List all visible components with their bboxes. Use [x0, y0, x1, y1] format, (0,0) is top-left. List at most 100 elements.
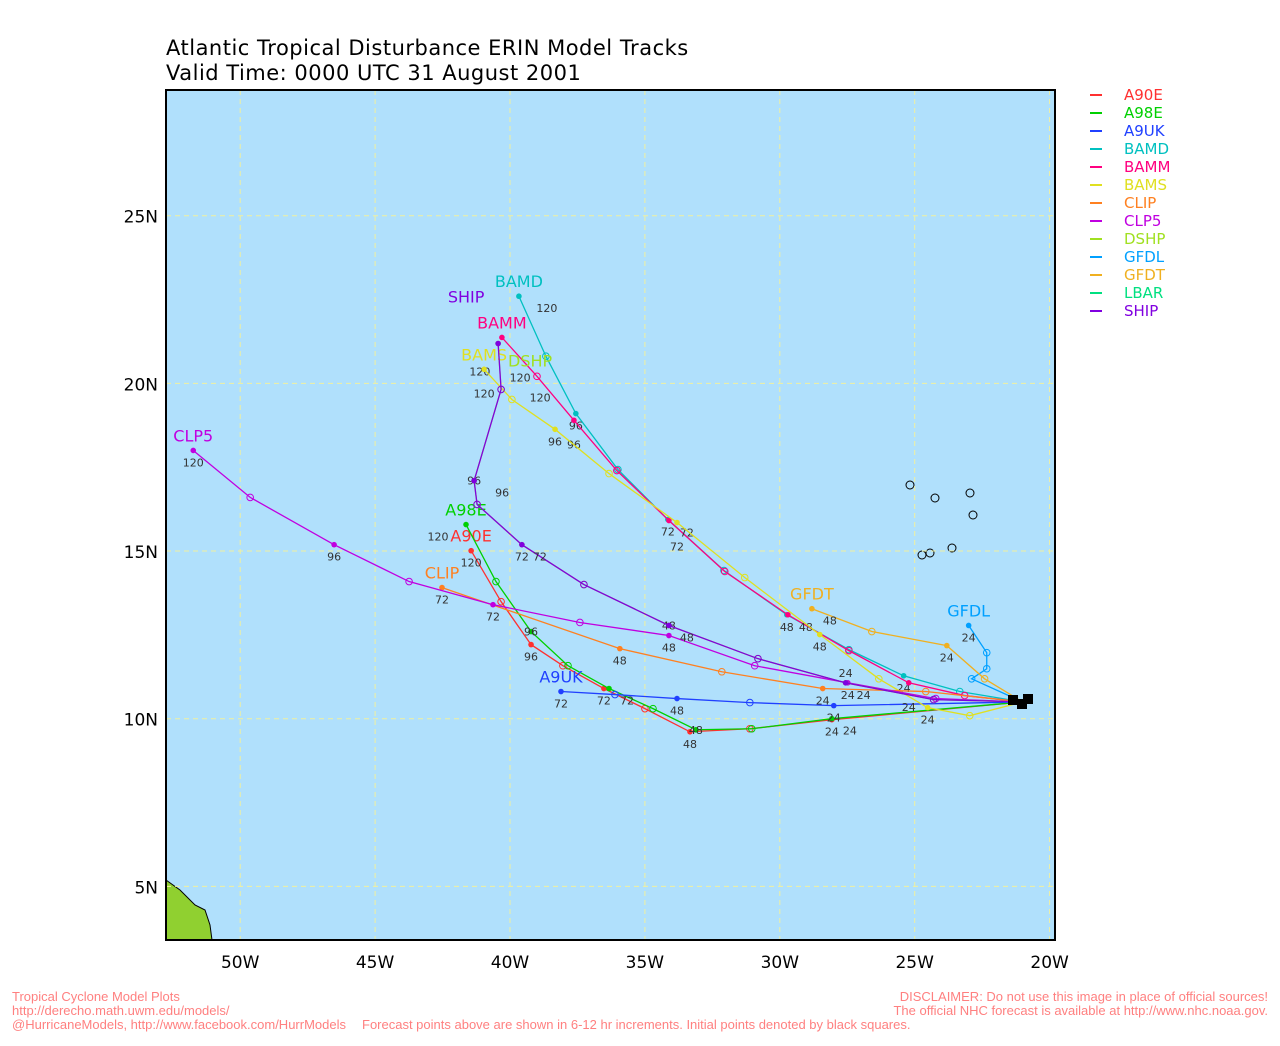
intermediate-point — [611, 690, 619, 699]
forecast-hour-label: 24 — [839, 667, 853, 680]
model-label: GFDT — [790, 585, 834, 604]
forecast-hour-label: 120 — [474, 387, 495, 400]
intermediate-point — [740, 573, 749, 582]
legend-swatch — [1090, 202, 1102, 204]
intermediate-point — [649, 704, 657, 713]
forecast-point — [900, 672, 907, 679]
disclaimer: DISCLAIMER: Do not use this image in pla… — [899, 989, 1268, 1004]
intermediate-point — [967, 674, 976, 683]
forecast-point — [674, 519, 680, 526]
legend-swatch — [1090, 238, 1102, 240]
forecast-point — [463, 521, 469, 528]
lon-tick-label: 45W — [356, 953, 395, 973]
model-label: SHIP — [448, 287, 485, 306]
intermediate-point — [614, 465, 622, 474]
island-cape-verde — [968, 510, 978, 520]
intermediate-point — [405, 577, 413, 586]
forecast-hour-label: 120 — [461, 557, 482, 570]
forecast-point — [965, 622, 972, 629]
map-frame — [165, 89, 1056, 941]
intermediate-point — [508, 395, 516, 404]
track-ship: SHIP 24 48 72 96 120 — [448, 287, 1023, 704]
forecast-point — [666, 632, 672, 639]
legend-swatch — [1090, 166, 1102, 168]
legend-item: A9UK — [1090, 122, 1170, 140]
intermediate-point — [717, 667, 726, 676]
legend-swatch — [1090, 274, 1102, 276]
legend-label: BAMS — [1124, 176, 1168, 194]
intermediate-point — [542, 352, 550, 361]
legend-item: BAMD — [1090, 140, 1170, 158]
footer-line: Tropical Cyclone Model Plots — [12, 989, 180, 1004]
forecast-hour-label: 48 — [683, 738, 697, 751]
forecast-hour-label: 24 — [940, 652, 954, 665]
track-gfdt: GFDT 24 48 — [790, 585, 1023, 703]
forecast-hour-label: 24 — [843, 725, 857, 738]
forecast-point — [471, 477, 477, 484]
forecast-point — [516, 293, 522, 300]
legend-swatch — [1090, 184, 1102, 186]
lat-tick-label: 5N — [134, 878, 158, 898]
track-a98e: A98E 24 48 72 96 120 — [428, 501, 1023, 738]
forecast-hour-label: 96 — [548, 435, 562, 448]
forecast-point — [693, 726, 699, 733]
forecast-point — [439, 584, 445, 591]
forecast-point — [495, 340, 501, 347]
legend-label: DSHP — [1124, 230, 1166, 248]
forecast-hour-label: 120 — [183, 456, 204, 469]
footer-link[interactable]: http://derecho.math.uwm.edu/models/ — [12, 1003, 230, 1018]
footer-left: Tropical Cyclone Model Plots http://derec… — [12, 976, 910, 1046]
legend-swatch — [1090, 148, 1102, 150]
forecast-point — [552, 426, 558, 433]
legend-label: CLIP — [1124, 194, 1157, 212]
intermediate-point — [497, 597, 505, 606]
legend-label: A98E — [1124, 104, 1163, 122]
forecast-hour-label: 24 — [962, 631, 976, 644]
legend-item: A98E — [1090, 104, 1170, 122]
intermediate-point — [980, 674, 989, 683]
forecast-hour-label: 72 — [661, 526, 675, 539]
legend-swatch — [1090, 292, 1102, 294]
forecast-point — [666, 517, 672, 524]
forecast-hour-label: 96 — [569, 420, 583, 433]
forecast-point — [944, 642, 950, 649]
forecast-hour-label: 48 — [813, 641, 827, 654]
footer-right: DISCLAIMER: Do not use this image in pla… — [893, 976, 1268, 1032]
model-label: BAMS — [461, 345, 507, 364]
track-line — [968, 625, 1023, 703]
legend-swatch — [1090, 256, 1102, 258]
forecast-hour-label: 24 — [857, 689, 871, 702]
forecast-hour-label: 72 — [533, 551, 547, 564]
intermediate-point — [750, 661, 759, 670]
forecast-hour-label: 24 — [816, 695, 830, 708]
forecast-hour-label: 72 — [554, 698, 568, 711]
forecast-hour-label: 24 — [902, 701, 916, 714]
legend-swatch — [1090, 112, 1102, 114]
initial-point-square — [1023, 694, 1033, 704]
intermediate-point — [580, 580, 588, 589]
forecast-hour-label: 72 — [515, 551, 529, 564]
intermediate-point — [921, 687, 930, 696]
legend-item: A90E — [1090, 86, 1170, 104]
intermediate-point — [720, 566, 728, 575]
lat-tick-label: 20N — [124, 375, 158, 395]
forecast-hour-label: 96 — [524, 626, 538, 639]
legend-item: GFDT — [1090, 266, 1170, 284]
forecast-hour-label: 24 — [921, 714, 935, 727]
forecast-hour-label: 120 — [536, 302, 557, 315]
model-label: A9UK — [539, 668, 583, 687]
legend-swatch — [1090, 130, 1102, 132]
forecast-point — [499, 334, 505, 341]
track-line — [441, 586, 1023, 703]
lon-tick-label: 50W — [221, 953, 260, 973]
model-label: CLIP — [425, 564, 460, 583]
forecast-hour-label: 24 — [841, 689, 855, 702]
forecast-point — [830, 702, 837, 709]
forecast-hour-label: 48 — [670, 705, 684, 718]
model-label: A98E — [445, 501, 486, 520]
track-line — [192, 449, 1023, 703]
chart-subtitle: Valid Time: 0000 UTC 31 August 2001 — [166, 61, 582, 85]
forecast-point — [617, 645, 623, 652]
forecast-point — [819, 685, 826, 692]
forecast-point — [571, 417, 577, 424]
